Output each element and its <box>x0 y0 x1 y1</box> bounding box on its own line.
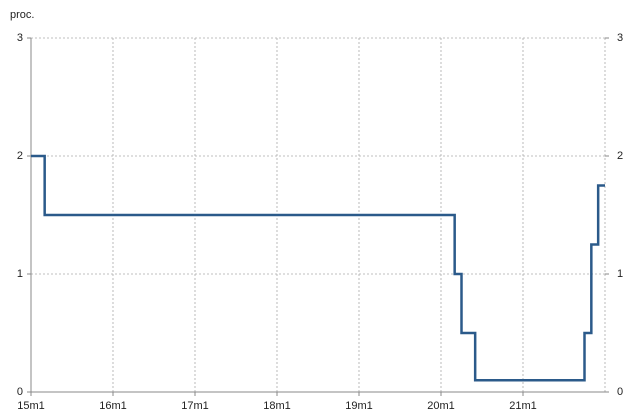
x-tick-label: 17m1 <box>181 400 209 412</box>
y-tick-label: 1 <box>17 268 23 280</box>
y-axis-label: proc. <box>10 9 34 21</box>
y2-tick-label: 1 <box>617 268 623 280</box>
y2-tick-label: 0 <box>617 386 623 398</box>
y2-tick-label: 2 <box>617 150 623 162</box>
x-tick-label: 18m1 <box>263 400 291 412</box>
x-tick-label: 21m1 <box>509 400 537 412</box>
x-tick-label: 16m1 <box>99 400 127 412</box>
y2-tick-label: 3 <box>617 32 623 44</box>
x-tick-label: 15m1 <box>17 400 45 412</box>
x-tick-label: 20m1 <box>427 400 455 412</box>
y-tick-label: 0 <box>17 386 23 398</box>
y-tick-label: 3 <box>17 32 23 44</box>
y-tick-label: 2 <box>17 150 23 162</box>
x-tick-label: 19m1 <box>345 400 373 412</box>
line-series <box>31 154 605 382</box>
